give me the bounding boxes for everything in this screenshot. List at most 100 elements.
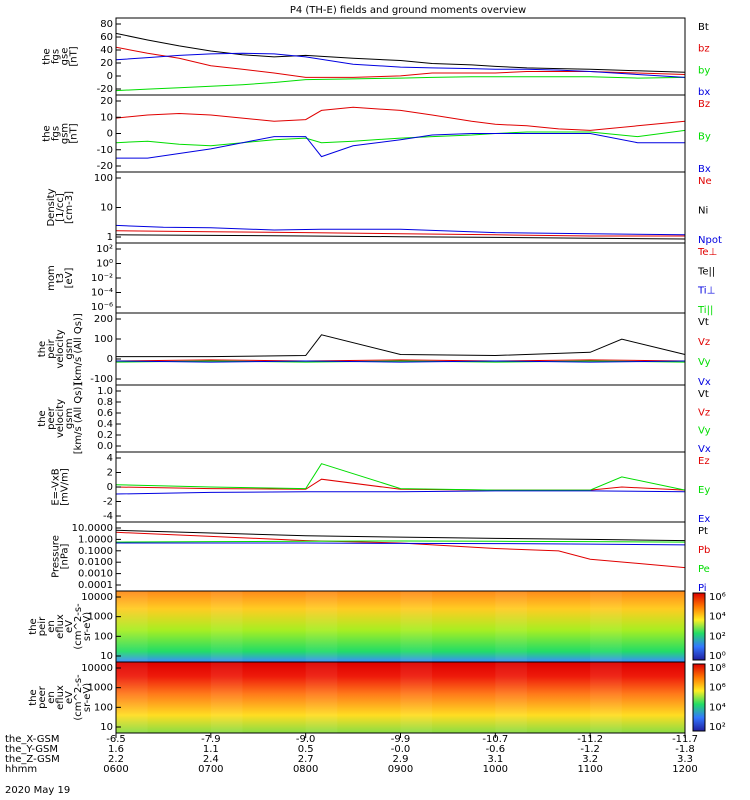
- plot-title: P4 (TH-E) fields and ground moments over…: [290, 5, 526, 16]
- x-row-value: 3.1: [487, 754, 503, 765]
- heatmap-texture-band: [495, 662, 527, 733]
- y-axis-label-line: velocity: [55, 329, 66, 368]
- y-axis-label: E=-VxB[mV/m]: [51, 468, 71, 506]
- legend-By: By: [698, 132, 711, 143]
- y-tick-label: 10²: [96, 244, 113, 255]
- y-tick-label: 4: [107, 453, 113, 464]
- x-row-value: -0.6: [486, 744, 506, 755]
- x-row-value: 0.5: [298, 744, 314, 755]
- y-axis-label: thepeervelocitygsm[km/s (All Qs)]: [37, 383, 84, 455]
- y-tick-label: 100: [94, 173, 113, 184]
- y-axis-label-line: [nT]: [69, 46, 80, 66]
- colorbar-tick-label: 10²: [709, 631, 726, 642]
- y-tick-label: 0.0100: [78, 557, 113, 568]
- panel-fgs-gsm: Bz By Bx -20 -10 0 10 20 thefgsgsm[nT]: [42, 94, 711, 175]
- panel-frame: [115, 94, 686, 173]
- x-row-label: the_X-GSM: [5, 734, 59, 745]
- y-tick-label: 100: [94, 631, 113, 642]
- legend-Bz: Bz: [698, 99, 710, 110]
- x-row-value: 2.9: [393, 754, 409, 765]
- y-tick-label: 100: [94, 334, 113, 345]
- y-axis-label: thepeirvelocitygsm[km/s (All Qs)]: [37, 313, 84, 385]
- panel-peir-eflux: 10⁰10²10⁴10⁶10100100010000thepeireneflux…: [28, 590, 726, 663]
- heatmap-texture-band: [400, 662, 433, 733]
- legend-Vz: Vz: [698, 407, 710, 418]
- legend-Npot: Npot: [698, 235, 722, 246]
- series-bx: [115, 52, 686, 78]
- series-Pe: [115, 540, 686, 543]
- y-tick-label: -10: [97, 145, 113, 156]
- y-axis-label-line: the: [37, 341, 48, 357]
- y-axis-label-line: gse: [60, 48, 71, 66]
- y-axis-label-line: Pressure: [51, 535, 62, 578]
- heatmap-texture-band: [210, 662, 243, 733]
- legend-Ne: Ne: [698, 176, 712, 187]
- y-axis-label-line: velocity: [55, 399, 66, 438]
- series-By: [115, 129, 686, 147]
- y-axis-label: momt3[eV]: [46, 265, 75, 291]
- y-axis-label: thepeirenefluxeV(cm^2-s-sr-eV): [28, 603, 93, 650]
- y-tick-label: 1.0000: [78, 534, 113, 545]
- y-axis-label-line: E=-VxB: [51, 468, 62, 505]
- y-axis-label-line: peer: [46, 406, 57, 430]
- panel-peer-eflux: 10²10⁴10⁶10⁸10100100010000thepeereneflux…: [28, 661, 726, 734]
- colorbar: 10⁰ 10² 10⁴ 10⁶: [692, 592, 726, 662]
- y-axis-label: thefgsgse[nT]: [42, 46, 80, 66]
- y-tick-label: 0.0001: [78, 580, 113, 591]
- legend-Ni: Ni: [698, 206, 708, 217]
- y-tick-label: 60: [100, 32, 113, 43]
- x-row-value: -11.7: [672, 734, 698, 745]
- y-tick-label: 1000: [88, 683, 113, 694]
- x-row-value: 0600: [103, 764, 128, 775]
- legend-Vx: Vx: [698, 377, 711, 388]
- heatmap-texture-band: [590, 591, 622, 662]
- colorbar-tick-label: 10²: [709, 722, 726, 733]
- series-Bz: [115, 106, 686, 131]
- colorbar-tick-label: 10⁶: [709, 592, 726, 603]
- heatmap-texture-band: [400, 591, 433, 662]
- colorbar-tick-label: 10⁸: [709, 663, 726, 674]
- colorbar: 10² 10⁴ 10⁶ 10⁸: [692, 663, 726, 733]
- y-axis-label-line: gsm: [60, 123, 71, 144]
- y-axis-label-line: peir: [37, 616, 48, 636]
- y-tick-label: 0: [107, 482, 113, 493]
- y-tick-label: 1: [107, 232, 113, 243]
- heatmap-texture-band: [590, 662, 622, 733]
- x-row-value: -11.2: [577, 734, 603, 745]
- x-row-value: 0700: [198, 764, 223, 775]
- colorbar-rect: [692, 663, 706, 732]
- y-axis-label-line: the: [28, 689, 39, 705]
- series-Vt: [116, 334, 686, 358]
- x-row-value: 2.4: [203, 754, 219, 765]
- y-axis-label-line: [mV/m]: [60, 468, 71, 506]
- y-axis-label-line: eV: [64, 620, 75, 633]
- legend-Te⊥: Te⊥: [697, 247, 717, 258]
- y-tick-label: 80: [100, 19, 113, 30]
- y-tick-label: 10⁰: [96, 259, 113, 270]
- y-tick-label: 2: [107, 468, 113, 479]
- legend-Vt: Vt: [698, 389, 709, 400]
- series-Ni: [115, 234, 686, 240]
- date-label: 2020 May 19: [5, 785, 70, 796]
- legend-Bt: Bt: [698, 22, 709, 33]
- heatmap-spectrogram: [116, 591, 685, 662]
- y-axis-label-line: [1/cc]: [55, 193, 66, 222]
- heatmap-texture-band: [116, 662, 148, 733]
- x-row-value: -1.8: [675, 744, 695, 755]
- y-tick-label: 10⁻⁴: [91, 288, 113, 299]
- colorbar-tick-label: 10⁴: [709, 612, 726, 623]
- y-axis-label-line: (cm^2-s-: [73, 674, 84, 721]
- y-axis-label: thefgsgsm[nT]: [42, 123, 80, 144]
- colorbar-rect: [692, 592, 706, 661]
- panel-frame: [115, 17, 686, 96]
- y-axis-label-line: the: [28, 618, 39, 634]
- panel-frame: [115, 171, 686, 244]
- x-row-value: 2.2: [108, 754, 124, 765]
- x-row-value: -1.2: [580, 744, 600, 755]
- y-tick-label: 1.0: [97, 386, 113, 397]
- panel-peir-velocity: Vt Vz Vy Vx -100 0 100 200 thepeirvelocitygsm[km…: [37, 312, 711, 388]
- x-row-value: -9.9: [391, 734, 411, 745]
- y-axis-label-line: en: [46, 691, 57, 704]
- y-tick-label: 10000: [81, 592, 113, 603]
- series-Bx: [116, 133, 685, 159]
